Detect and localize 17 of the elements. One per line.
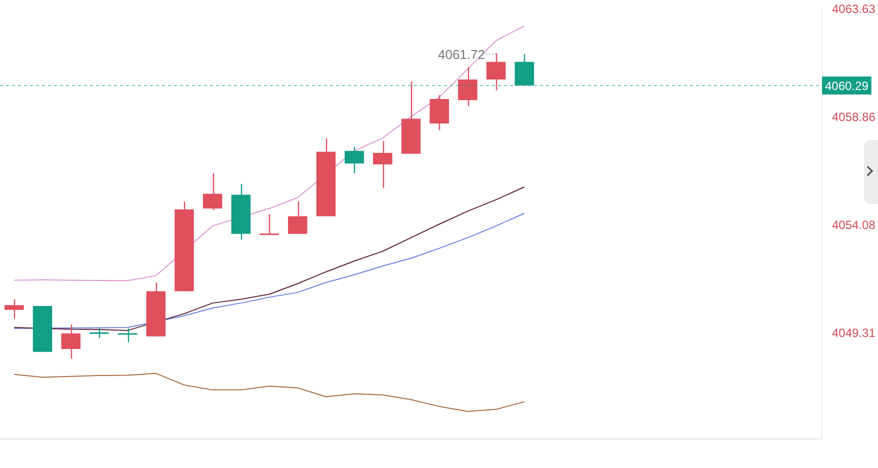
candlestick [288, 200, 308, 234]
candlestick [61, 324, 80, 360]
y-tick-label: 4049.31 [832, 326, 876, 340]
candlestick [458, 66, 478, 107]
candlestick [344, 146, 364, 174]
ref-line-label: 4060.29 [825, 78, 869, 93]
y-tick-label: 4063.63 [832, 2, 876, 16]
candlestick [486, 52, 506, 92]
candlestick [90, 326, 109, 339]
y-tick-label: 4054.08 [832, 218, 876, 232]
candlestick [118, 328, 138, 343]
candlestick [373, 140, 392, 189]
y-tick-label: 4058.86 [832, 110, 876, 124]
candlestick [260, 214, 279, 236]
candlestick [4, 298, 24, 320]
candlestick [514, 54, 534, 86]
candlestick [202, 172, 222, 211]
